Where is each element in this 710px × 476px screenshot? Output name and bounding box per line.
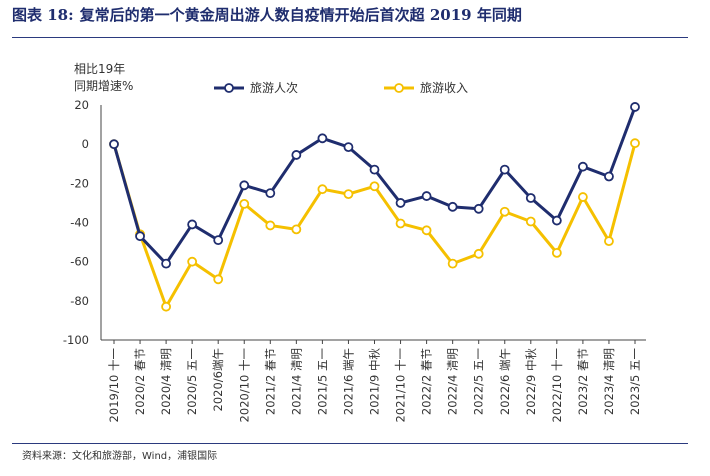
data-point	[525, 216, 536, 227]
data-point	[395, 218, 406, 229]
figure-title: 图表 18: 复常后的第一个黄金周出游人数自疫情开始后首次超 2019 年同期	[12, 4, 522, 25]
x-tick-label: 2021/10 十一	[394, 348, 408, 423]
x-tick-label: 2020/2 春节	[133, 348, 147, 415]
x-tick-label: 2022/6 端午	[498, 348, 512, 415]
x-tick-label: 2023/5 五一	[628, 348, 642, 416]
legend-item-1: 旅游人次	[214, 81, 298, 95]
x-tick-label: 2022/2 春节	[420, 348, 434, 415]
legend-label: 旅游收入	[420, 81, 468, 95]
data-point	[473, 248, 484, 259]
x-tick-label: 2022/4 清明	[446, 348, 460, 415]
y-tick-label: -80	[70, 294, 89, 308]
data-point	[161, 258, 172, 269]
data-point	[578, 161, 588, 172]
data-point	[109, 139, 119, 150]
legend-item-2: 旅游收入	[384, 81, 468, 95]
y-tick-label: -40	[70, 216, 89, 230]
x-tick-label: 2020/10 十一	[237, 348, 251, 423]
x-tick-label: 2023/4 清明	[602, 348, 616, 415]
data-point	[499, 206, 510, 217]
data-point	[473, 203, 484, 214]
x-tick-label: 2020/6端午	[211, 348, 225, 411]
series-layer	[109, 102, 640, 312]
data-point	[317, 133, 328, 144]
series-1	[109, 102, 640, 269]
figure-label: 图表 18:	[12, 6, 74, 24]
data-point	[291, 224, 302, 235]
x-tick-label: 2022/5 五一	[472, 348, 486, 416]
x-tick-label: 2023/2 春节	[576, 348, 590, 415]
data-point	[551, 247, 562, 258]
y-tick-label: -100	[63, 333, 89, 347]
data-point	[265, 220, 276, 231]
data-point	[369, 164, 380, 175]
data-point	[369, 181, 380, 192]
y-tick-label: 20	[74, 98, 89, 112]
data-point	[525, 193, 536, 203]
data-point	[161, 301, 172, 312]
y-tick-label: -20	[70, 176, 89, 190]
legend-swatch-marker	[394, 83, 404, 93]
data-point	[499, 164, 510, 175]
data-point	[187, 256, 198, 267]
data-point	[630, 138, 640, 149]
data-point	[265, 188, 276, 199]
data-point	[395, 198, 406, 208]
x-tick-label: 2020/5 五一	[185, 348, 199, 416]
x-tick-label: 2021/4 清明	[289, 348, 303, 415]
data-point	[135, 231, 145, 242]
x-tick-label: 2021/9 中秋	[368, 348, 382, 416]
data-point	[421, 191, 432, 201]
data-point	[187, 219, 198, 230]
y-tick-labels: 20 0 -20 -40 -60 -80 -100	[63, 98, 89, 347]
data-point	[604, 236, 614, 247]
data-point	[291, 150, 302, 160]
data-point	[239, 180, 250, 191]
y-axis-label-line-1: 相比19年	[74, 62, 126, 76]
data-point	[343, 142, 354, 153]
y-axis-label: 相比19年 同期增速%	[74, 61, 133, 95]
title-divider	[12, 37, 688, 38]
data-point	[630, 102, 640, 112]
data-point	[239, 198, 250, 209]
legend: 旅游人次 旅游收入	[214, 81, 468, 95]
legend-swatch-marker	[224, 83, 234, 93]
legend-label: 旅游人次	[250, 81, 298, 95]
figure-title-text: 复常后的第一个黄金周出游人数自疫情开始后首次超 2019 年同期	[79, 6, 522, 24]
data-point	[213, 274, 224, 285]
y-tick-label: -60	[70, 255, 89, 269]
series-2	[109, 138, 640, 312]
data-point	[578, 192, 588, 202]
data-point	[343, 189, 354, 200]
axes	[100, 105, 646, 344]
x-tick-label: 2022/10 十一	[550, 348, 564, 423]
y-axis-label-line-2: 同期增速%	[74, 79, 134, 93]
data-point	[551, 215, 562, 226]
x-tick-label: 2021/2 春节	[263, 348, 277, 415]
footer-divider	[12, 443, 688, 444]
data-point	[604, 171, 614, 182]
data-point	[447, 258, 458, 269]
source-note: 资料来源：文化和旅游部，Wind，浦银国际	[22, 451, 218, 462]
data-point	[421, 225, 432, 236]
x-tick-labels: 2019/10 十一 2020/2 春节 2020/4 清明 2020/5 五一 202…	[107, 348, 642, 423]
x-tick-label: 2021/5 五一	[315, 348, 329, 416]
y-tick-label: 0	[82, 137, 89, 151]
x-tick-label: 2022/9 中秋	[524, 348, 538, 416]
data-point	[447, 201, 458, 212]
x-tick-label: 2019/10 十一	[107, 348, 121, 423]
x-tick-label: 2021/6 端午	[341, 348, 355, 415]
data-point	[317, 184, 328, 195]
x-tick-label: 2020/4 清明	[159, 348, 173, 415]
data-point	[213, 235, 224, 246]
